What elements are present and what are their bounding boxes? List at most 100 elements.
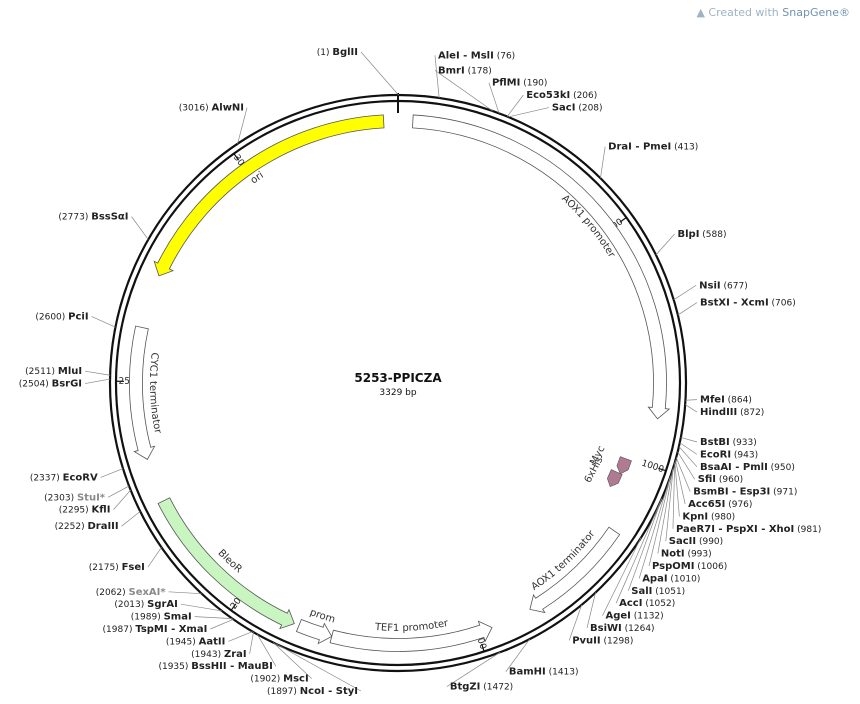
- site-name: PspOMI: [652, 561, 694, 572]
- site-bsshii-maubi: (1935) BssHII - MauBI: [158, 634, 277, 672]
- site-name: BstXI - XcmI: [700, 298, 769, 309]
- site-label: SacI (208): [552, 103, 603, 114]
- site-bsaai-pmli: BsaAI - PmlI (950): [678, 446, 795, 473]
- site-draiii: (2252) DraIII: [55, 511, 141, 532]
- site-ecorv: (2337) EcoRV: [30, 468, 124, 483]
- site-name: BssHII - MauBI: [191, 661, 273, 672]
- site-name: PvuII: [572, 635, 600, 646]
- site-label: (1987) TspMI - XmaI: [103, 624, 208, 635]
- site-label: AccI (1052): [619, 598, 675, 609]
- site-bsiwi: BsiWI (1264): [586, 592, 655, 634]
- site-position: (993): [685, 550, 712, 560]
- site-tspmi-xmai: (1987) TspMI - XmaI: [103, 618, 234, 635]
- site-position: (2600): [35, 312, 68, 322]
- site-label: PflMI (190): [492, 78, 547, 89]
- site-position: (1897): [267, 687, 300, 697]
- site-label: NsiI (677): [699, 280, 748, 291]
- tick-mark: [658, 467, 667, 472]
- feature-aox1-promoter: AOX1 promoter: [412, 114, 671, 420]
- site-position: (706): [769, 299, 796, 309]
- site-leader: [638, 477, 671, 579]
- site-label: BamHI (1413): [509, 667, 579, 678]
- site-pspomi: PspOMI (1006): [648, 475, 727, 572]
- site-leader: [84, 378, 111, 384]
- site-position: (1132): [631, 612, 664, 622]
- site-label: (2600) PciI: [35, 311, 88, 322]
- site-name: AccI: [619, 598, 642, 609]
- site-position: (178): [465, 66, 492, 76]
- site-label: KpnI (980): [682, 511, 735, 522]
- site-leader: [677, 451, 695, 480]
- site-bglii: (1) BglII: [317, 47, 399, 96]
- site-label: (1943) ZraI: [191, 649, 246, 660]
- site-position: (2337): [30, 473, 63, 483]
- site-label: Eco53kI (206): [526, 90, 597, 101]
- site-leader: [602, 537, 642, 616]
- site-leader: [672, 462, 676, 529]
- site-mfei: MfeI (864): [685, 395, 752, 406]
- site-position: (3016): [179, 104, 212, 114]
- site-name: AlwNI: [212, 103, 245, 114]
- site-label: AleI - MslI (76): [438, 50, 515, 61]
- site-name: BssSαI: [91, 212, 128, 223]
- site-name: ZraI: [224, 649, 247, 660]
- site-leader: [568, 604, 583, 641]
- site-position: (943): [731, 450, 758, 460]
- site-label: (2175) FseI: [89, 562, 145, 573]
- site-position: (2303): [44, 493, 77, 503]
- site-label: BsiWI (1264): [590, 623, 655, 634]
- site-name: EcoRV: [63, 472, 98, 483]
- site-zrai: (1943) ZraI: [191, 632, 254, 660]
- site-position: (971): [770, 488, 797, 498]
- site-name: FseI: [122, 562, 145, 573]
- feature-cyc1-terminator: CYC1 terminator: [129, 325, 163, 460]
- feature-tef1-promoter: TEF1 promoter: [329, 618, 493, 652]
- site-position: (1943): [191, 650, 224, 660]
- site-leader: [648, 475, 671, 567]
- site-name: DraIII: [87, 521, 118, 532]
- site-label: (2504) BsrGI: [19, 379, 82, 390]
- site-name: BamHI: [509, 667, 546, 678]
- site-name: SgrAI: [147, 599, 178, 610]
- site-name: TspMI - XmaI: [135, 624, 207, 635]
- site-leader: [256, 634, 277, 667]
- site-blpi: BlpI (588): [655, 229, 727, 256]
- site-leader: [673, 284, 697, 301]
- site-ncoi-styi: (1897) NcoI - StyI: [267, 643, 362, 697]
- site-leader: [679, 442, 698, 455]
- site-leader: [180, 603, 222, 612]
- site-position: (588): [699, 230, 726, 240]
- feature-arrow: [329, 620, 493, 652]
- site-name: SacI: [552, 103, 576, 114]
- site-position: (2252): [55, 522, 88, 532]
- site-sexai: (2062) SexAI*: [96, 587, 202, 598]
- site-acci: AccI (1052): [615, 498, 675, 609]
- site-saci: SacI (208): [508, 103, 603, 118]
- site-name: SexAI*: [129, 587, 167, 598]
- site-position: (1945): [166, 637, 199, 647]
- site-leader: [600, 146, 606, 179]
- site-label: (1897) NcoI - StyI: [267, 686, 358, 697]
- site-leader: [677, 302, 698, 316]
- site-position: (2175): [89, 563, 122, 573]
- site-alwni: (3016) AlwNI: [179, 103, 248, 144]
- site-bmri: BmrI (178): [434, 65, 494, 112]
- site-bamhi: BamHI (1413): [505, 638, 579, 678]
- site-label: BsmBI - Esp3I (971): [693, 487, 797, 498]
- site-name: SalI: [631, 586, 652, 597]
- site-label: (1902) MscI: [250, 674, 308, 685]
- site-name: AleI - MslI: [438, 50, 494, 61]
- site-name: MfeI: [700, 395, 725, 406]
- site-position: (976): [725, 500, 752, 510]
- plasmid-length: 3329 bp: [379, 388, 416, 398]
- site-name: BsrGI: [52, 379, 82, 390]
- site-smai: (1989) SmaI: [131, 612, 233, 623]
- site-name: KpnI: [682, 511, 708, 522]
- site-leader: [107, 485, 130, 498]
- site-label: (2773) BssSαI: [58, 212, 128, 223]
- site-name: AgeI: [605, 611, 630, 622]
- site-name: PciI: [68, 311, 88, 322]
- site-label: PspOMI (1006): [652, 561, 727, 572]
- site-nsii: NsiI (677): [673, 280, 748, 301]
